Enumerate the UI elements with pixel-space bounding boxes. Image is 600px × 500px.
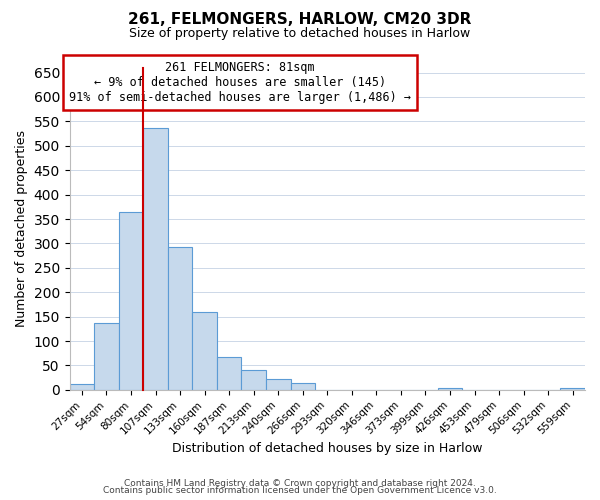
Bar — [560, 388, 585, 390]
Bar — [217, 357, 241, 390]
Bar — [168, 247, 193, 390]
Bar — [143, 128, 168, 390]
Text: 261 FELMONGERS: 81sqm
← 9% of detached houses are smaller (145)
91% of semi-deta: 261 FELMONGERS: 81sqm ← 9% of detached h… — [69, 62, 411, 104]
Text: 261, FELMONGERS, HARLOW, CM20 3DR: 261, FELMONGERS, HARLOW, CM20 3DR — [128, 12, 472, 28]
Bar — [94, 323, 119, 390]
Text: Contains HM Land Registry data © Crown copyright and database right 2024.: Contains HM Land Registry data © Crown c… — [124, 478, 476, 488]
Bar — [438, 388, 462, 390]
Text: Size of property relative to detached houses in Harlow: Size of property relative to detached ho… — [130, 28, 470, 40]
Bar — [119, 212, 143, 390]
Bar — [241, 370, 266, 390]
Bar — [290, 382, 315, 390]
Y-axis label: Number of detached properties: Number of detached properties — [15, 130, 28, 328]
Text: Contains public sector information licensed under the Open Government Licence v3: Contains public sector information licen… — [103, 486, 497, 495]
Bar — [193, 312, 217, 390]
Bar — [266, 379, 290, 390]
Bar — [70, 384, 94, 390]
X-axis label: Distribution of detached houses by size in Harlow: Distribution of detached houses by size … — [172, 442, 482, 455]
